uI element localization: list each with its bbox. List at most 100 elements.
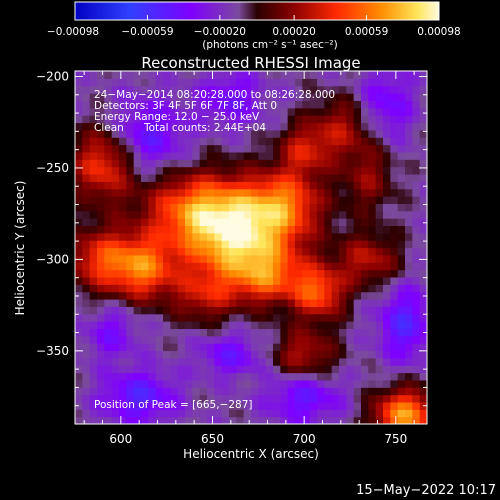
heatmap-cell [119,93,127,102]
heatmap-cell [141,159,149,168]
heatmap-cell [317,401,325,410]
heatmap-cell [390,240,399,249]
heatmap-cell [375,240,384,249]
plot-frame [74,70,428,425]
heatmap-cell [185,122,193,131]
heatmap-cell [192,71,201,79]
heatmap-cell [265,357,274,366]
heatmap-cell [243,306,252,315]
heatmap-cell [111,416,120,424]
heatmap-cell [251,210,259,219]
heatmap-cell [302,321,311,329]
heatmap-cell [375,343,384,352]
heatmap-cell [155,93,164,102]
heatmap-cell [368,357,377,366]
heatmap-cell [368,144,377,153]
heatmap-cell [397,321,406,329]
heatmap-cell [119,100,127,109]
heatmap-cell [229,247,237,256]
heatmap-cell [170,85,179,94]
heatmap-cell [353,343,362,352]
heatmap-cell [243,78,252,87]
heatmap-cell [339,372,347,381]
heatmap-cell [361,137,369,146]
heatmap-cell [243,379,252,388]
heatmap-cell [207,232,215,241]
heatmap-cell [295,85,303,94]
heatmap-cell [280,166,289,175]
heatmap-cell [148,181,157,190]
y-axis-label: Heliocentric Y (arcsec) [13,181,27,316]
heatmap-cell [221,210,230,219]
heatmap-cell [111,247,120,256]
y-tick-label: −250 [36,161,69,175]
heatmap-cell [397,100,406,109]
heatmap-cell [192,365,201,374]
heatmap-cell [353,78,362,87]
heatmap-cell [339,387,347,396]
heatmap-cell [89,129,98,138]
heatmap-cell [375,93,384,102]
heatmap-cell [207,137,215,146]
heatmap-cell [280,218,289,227]
heatmap-cell [383,409,391,418]
heatmap-cell [265,254,274,263]
heatmap-cell [280,298,289,307]
heatmap-cell [273,365,281,374]
heatmap-cell [339,313,347,322]
heatmap-cell [82,335,91,344]
heatmap-cell [82,357,91,366]
heatmap-cell [221,350,230,359]
heatmap-cell [353,107,362,116]
heatmap-cell [361,254,369,263]
heatmap-cell [405,247,413,256]
heatmap-cell [346,328,355,337]
heatmap-cell [397,262,406,271]
heatmap-cell [133,166,142,175]
heatmap-cell [155,78,164,87]
heatmap-cell [199,78,208,87]
heatmap-cell [397,306,406,315]
heatmap-cell [383,218,391,227]
heatmap-cell [258,365,267,374]
heatmap-cell [287,379,296,388]
heatmap-cell [133,173,142,182]
heatmap-cell [405,115,413,124]
heatmap-cell [236,107,245,116]
heatmap-cell [309,328,318,337]
heatmap-cell [133,269,142,278]
heatmap-cell [368,262,377,271]
heatmap-cell [419,144,427,153]
heatmap-cell [97,71,105,79]
heatmap-cell [309,343,318,352]
heatmap-cell [89,254,98,263]
heatmap-cell [295,232,303,241]
heatmap-cell [390,357,399,366]
heatmap-cell [133,93,142,102]
heatmap-cell [82,173,91,182]
heatmap-cell [207,225,215,234]
heatmap-cell [383,365,391,374]
heatmap-cell [89,100,98,109]
heatmap-cell [353,247,362,256]
heatmap-cell [295,276,303,285]
heatmap-cell [104,343,113,352]
heatmap-cell [75,107,83,116]
heatmap-cell [119,328,127,337]
heatmap-cell [141,284,149,293]
heatmap-cell [111,196,120,204]
heatmap-cell [89,122,98,131]
heatmap-cell [185,298,193,307]
heatmap-cell [317,379,325,388]
heatmap-cell [141,173,149,182]
heatmap-cell [133,409,142,418]
heatmap-cell [170,137,179,146]
heatmap-cell [236,115,245,124]
heatmap-cell [390,85,399,94]
heatmap-cell [302,379,311,388]
heatmap-cell [155,350,164,359]
heatmap-cell [375,115,384,124]
heatmap-cell [192,372,201,381]
heatmap-cell [405,173,413,182]
heatmap-cell [412,350,421,359]
